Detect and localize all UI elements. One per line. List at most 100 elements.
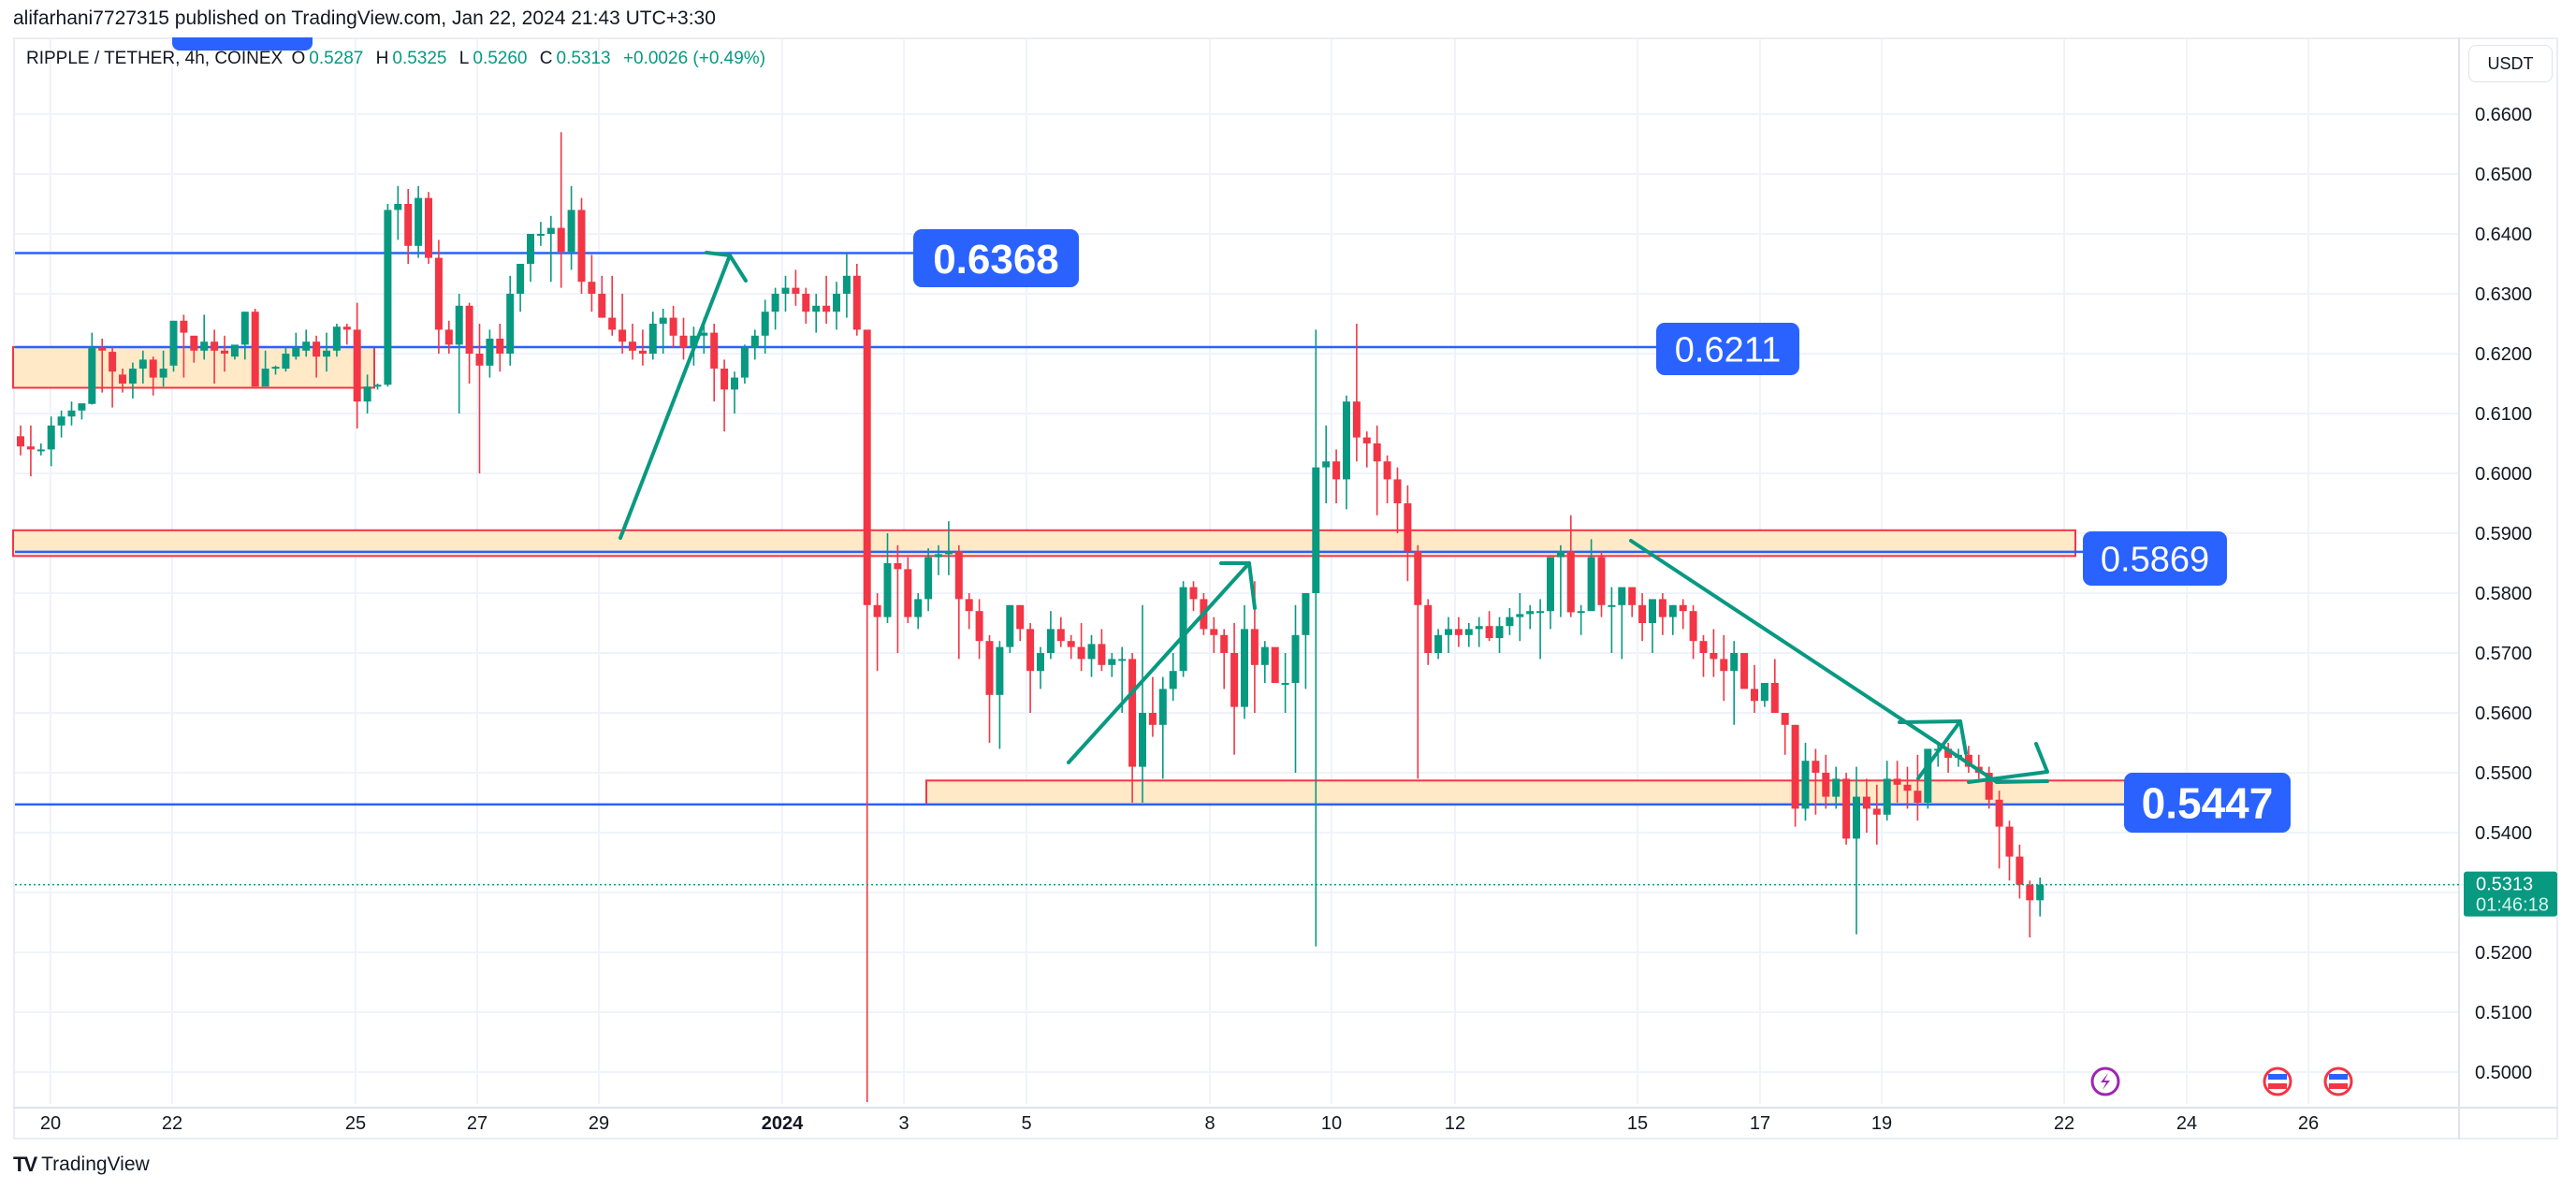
candle-body bbox=[669, 317, 677, 336]
candle-body bbox=[1832, 778, 1841, 797]
candle-body bbox=[240, 312, 249, 345]
symbol-title[interactable]: RIPPLE / TETHER, 4h, COINEX bbox=[26, 49, 284, 68]
price-level-label-text: 0.5447 bbox=[2142, 779, 2274, 828]
candle-body bbox=[313, 341, 321, 357]
candle-body bbox=[761, 312, 769, 336]
support-resistance-zone bbox=[925, 779, 2138, 805]
candle-body bbox=[434, 257, 443, 330]
candle-body bbox=[1628, 587, 1637, 605]
arrow-drawing bbox=[1067, 561, 1251, 764]
y-axis-tick: 0.6400 bbox=[2475, 225, 2532, 245]
candle-body bbox=[1169, 671, 1177, 689]
candle-body bbox=[394, 204, 402, 210]
candle-body bbox=[26, 446, 35, 450]
currency-button[interactable]: USDT bbox=[2468, 45, 2553, 82]
chart-frame bbox=[13, 37, 2558, 1139]
candle-body bbox=[536, 234, 545, 236]
candle-body bbox=[1536, 611, 1545, 614]
candle-body bbox=[78, 403, 86, 411]
candle-body bbox=[833, 294, 840, 312]
candle-body bbox=[842, 275, 851, 294]
candle-body bbox=[2016, 856, 2024, 885]
candle-body bbox=[230, 344, 239, 357]
candle-body bbox=[415, 197, 423, 246]
candle-body bbox=[1566, 551, 1575, 613]
candle-body bbox=[1587, 557, 1595, 612]
lightning-icon bbox=[2101, 1073, 2110, 1090]
low-label: L 0.5260 bbox=[458, 49, 528, 68]
arrow-head bbox=[705, 251, 748, 283]
candle-body bbox=[271, 367, 280, 370]
candle-body bbox=[812, 305, 821, 312]
candle-body bbox=[1770, 683, 1779, 713]
candle-body bbox=[1822, 773, 1830, 797]
candle-body bbox=[261, 369, 269, 387]
candle-body bbox=[1037, 653, 1044, 672]
candle-body bbox=[1658, 599, 1666, 617]
candle-body bbox=[557, 227, 565, 253]
candle-body bbox=[149, 359, 157, 378]
us-flag-economic-event-icon[interactable] bbox=[2323, 1067, 2353, 1096]
candle-body bbox=[1158, 689, 1167, 725]
candle-body bbox=[852, 275, 861, 330]
candle-body bbox=[17, 436, 24, 447]
price-level-label-text: 0.6211 bbox=[1675, 331, 1781, 370]
y-axis-tick: 0.5400 bbox=[2475, 823, 2532, 844]
candle-body bbox=[996, 646, 1004, 695]
candle-body bbox=[109, 352, 117, 372]
y-axis-tick: 0.6000 bbox=[2475, 464, 2532, 485]
candle-body bbox=[700, 332, 708, 336]
candle-body bbox=[1547, 557, 1554, 612]
candle-body bbox=[1067, 641, 1075, 647]
candle-body bbox=[1260, 646, 1269, 665]
y-axis-tick: 0.5500 bbox=[2475, 763, 2532, 784]
offscreen-price-label bbox=[172, 37, 313, 51]
y-axis-tick: 0.6600 bbox=[2475, 105, 2532, 125]
candle-body bbox=[648, 324, 657, 354]
candle-body bbox=[659, 317, 667, 324]
candle-body bbox=[88, 347, 96, 404]
candle-body bbox=[1964, 754, 1972, 767]
candle-body bbox=[373, 385, 382, 387]
candle-body bbox=[1597, 557, 1606, 605]
candle-body bbox=[1914, 791, 1922, 803]
candle-body bbox=[1332, 461, 1341, 480]
x-axis-tick: 3 bbox=[898, 1113, 909, 1134]
flag-stripe bbox=[2268, 1083, 2287, 1089]
candle-body bbox=[475, 354, 484, 366]
candle-body bbox=[292, 347, 300, 357]
candle-body bbox=[1842, 778, 1851, 839]
candle-body bbox=[1485, 626, 1493, 638]
us-flag-economic-event-icon[interactable] bbox=[2263, 1067, 2292, 1096]
y-axis-tick: 0.5600 bbox=[2475, 704, 2532, 724]
arrow-drawing bbox=[619, 254, 732, 540]
y-axis-tick: 0.5000 bbox=[2475, 1063, 2532, 1083]
x-axis-tick: 15 bbox=[1627, 1113, 1648, 1134]
candle-body bbox=[1118, 659, 1127, 661]
arrow-head bbox=[1898, 719, 1968, 755]
candle-body bbox=[1414, 551, 1422, 605]
candle-body bbox=[710, 332, 719, 369]
high-label: H 0.5325 bbox=[375, 49, 447, 68]
candle-body bbox=[679, 335, 688, 348]
candle-body bbox=[1210, 629, 1218, 635]
candle-body bbox=[1924, 748, 1932, 803]
candle-body bbox=[1373, 443, 1381, 462]
candle-body bbox=[638, 350, 647, 354]
current-price-value: 0.5313 bbox=[2476, 875, 2533, 895]
x-axis-tick: 5 bbox=[1021, 1113, 1031, 1134]
candle-body bbox=[1710, 653, 1718, 660]
x-axis-tick: 2024 bbox=[762, 1113, 804, 1134]
candle-body bbox=[332, 327, 341, 351]
y-axis-tick: 0.6500 bbox=[2475, 165, 2532, 185]
candle-body bbox=[159, 369, 167, 378]
candle-body bbox=[1516, 614, 1524, 617]
y-axis-tick: 0.5100 bbox=[2475, 1003, 2532, 1023]
candle-body bbox=[1230, 653, 1239, 707]
candle-body bbox=[1312, 467, 1320, 593]
candle-body bbox=[1475, 626, 1483, 630]
candle-body bbox=[1903, 784, 1912, 791]
change-value: +0.0026 (+0.49%) bbox=[622, 49, 766, 68]
x-axis-tick: 12 bbox=[1445, 1113, 1465, 1134]
